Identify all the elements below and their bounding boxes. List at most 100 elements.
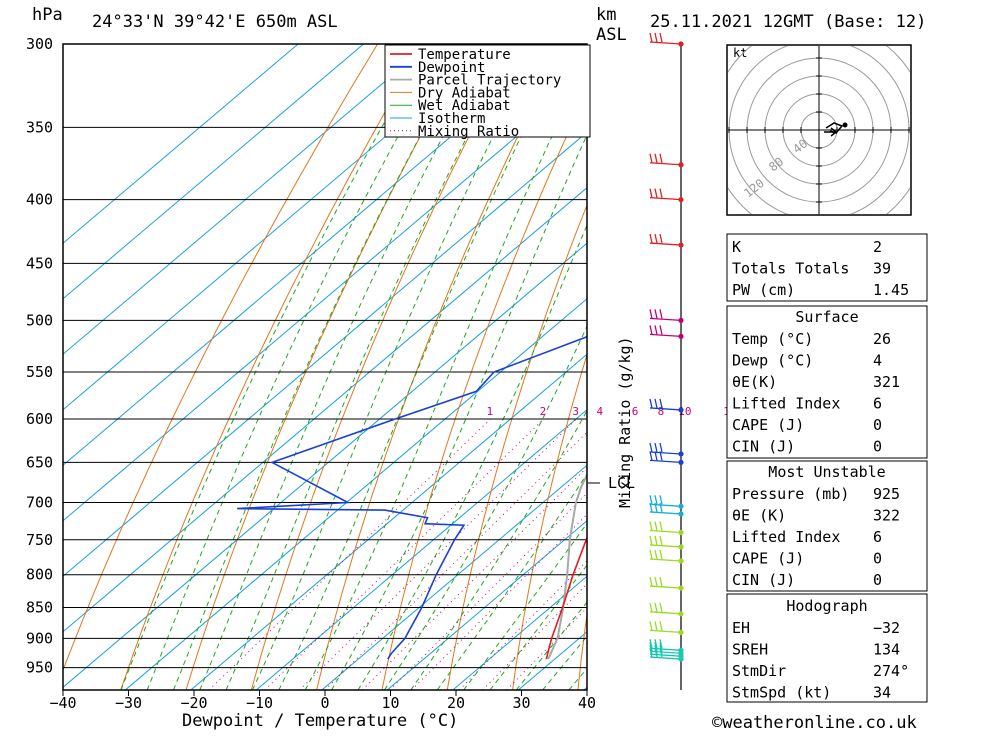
pressure-tick-label: 700 bbox=[26, 493, 53, 511]
mixing-ratio-label: 6 bbox=[632, 405, 639, 418]
mixing-ratio-line bbox=[299, 418, 577, 690]
x-tick-label: 40 bbox=[578, 694, 596, 712]
wind-barb-staff bbox=[649, 459, 682, 464]
wind-barb-feather bbox=[659, 502, 663, 513]
wet-adiabat-line bbox=[357, 223, 587, 690]
dry-adiabat-line bbox=[381, 90, 587, 690]
stats-row-value: 6 bbox=[873, 395, 882, 413]
isotherm-line bbox=[63, 44, 561, 466]
dry-adiabat-line bbox=[120, 44, 425, 690]
pressure-tick-label: 600 bbox=[26, 410, 53, 428]
stats-row-label: StmSpd (kt) bbox=[732, 684, 831, 702]
wet-adiabat-line bbox=[489, 564, 587, 690]
wind-barb-feather bbox=[659, 398, 663, 409]
dry-adiabat-line bbox=[512, 352, 587, 690]
pressure-tick-label: 550 bbox=[26, 363, 53, 381]
wet-adiabat-line bbox=[331, 133, 587, 690]
wet-adiabat-line bbox=[146, 44, 451, 690]
stats-row-value: 925 bbox=[873, 485, 900, 503]
wind-barb-feather bbox=[649, 502, 653, 513]
wind-barb-staff bbox=[649, 242, 682, 246]
wind-barb-feather bbox=[659, 495, 663, 505]
wind-barb-feather bbox=[659, 309, 663, 319]
wind-barb-staff bbox=[649, 317, 682, 322]
pressure-tick-label: 950 bbox=[26, 659, 53, 677]
wind-barb-staff bbox=[649, 197, 682, 201]
stats-row-value: 34 bbox=[873, 684, 891, 702]
hodograph-point bbox=[842, 122, 848, 128]
dry-adiabat-line bbox=[446, 203, 587, 690]
pressure-tick-label: 650 bbox=[26, 453, 53, 471]
wind-barb-feather bbox=[654, 549, 658, 560]
wind-barb-feather bbox=[654, 502, 658, 513]
wind-level-dot bbox=[678, 544, 684, 550]
stats-row-value: 321 bbox=[873, 373, 900, 391]
stats-row-label: θE (K) bbox=[732, 507, 786, 525]
stats-row-label: θE(K) bbox=[732, 373, 777, 391]
stats-row-label: Pressure (mb) bbox=[732, 485, 849, 503]
legend-box bbox=[384, 44, 591, 138]
dry-adiabat-line bbox=[250, 44, 518, 690]
wind-barb-feather bbox=[654, 602, 658, 612]
pressure-tick-label: 300 bbox=[26, 35, 53, 53]
wet-adiabat-line bbox=[278, 44, 568, 690]
stats-row-label: Temp (°C) bbox=[732, 330, 813, 348]
dewpoint-line bbox=[237, 335, 587, 660]
x-tick-label: −30 bbox=[115, 694, 142, 712]
stats-row-value: 39 bbox=[873, 260, 891, 278]
stats-row-value: −32 bbox=[873, 619, 900, 637]
x-tick-label: 10 bbox=[381, 694, 399, 712]
wind-barb-feather bbox=[659, 535, 663, 546]
dry-adiabat-line bbox=[63, 44, 379, 672]
wet-adiabat-line bbox=[410, 409, 587, 690]
legend-entry: Dry Adiabat bbox=[418, 85, 511, 101]
wind-barb-feather bbox=[659, 576, 663, 587]
x-tick-label: 20 bbox=[447, 694, 465, 712]
wet-adiabat-line bbox=[225, 44, 517, 690]
wind-barb-feather bbox=[654, 647, 658, 658]
location-title: 24°33'N 39°42'E 650m ASL bbox=[92, 12, 338, 32]
wind-level-dot bbox=[678, 656, 684, 662]
x-tick-label: −10 bbox=[246, 694, 273, 712]
dry-adiabat-line bbox=[577, 611, 587, 690]
wind-barb-feather bbox=[654, 442, 658, 453]
wind-barb-feather bbox=[649, 621, 653, 631]
wind-barb-staff bbox=[649, 333, 682, 338]
wind-barb-feather bbox=[649, 325, 653, 335]
wind-barb-feather bbox=[649, 602, 653, 612]
km-unit-label: km bbox=[596, 5, 616, 25]
isotherm-line bbox=[63, 44, 495, 411]
mixing-ratio-label: 8 bbox=[658, 405, 665, 418]
stats-row-value: 6 bbox=[873, 528, 882, 546]
stats-row-label: K bbox=[732, 238, 741, 256]
isotherm-line bbox=[63, 242, 587, 688]
stats-row-value: 134 bbox=[873, 641, 900, 659]
isotherm-line bbox=[63, 131, 587, 577]
stats-row-label: Totals Totals bbox=[732, 260, 849, 278]
wind-barb-staff bbox=[649, 529, 682, 534]
wind-barb-feather bbox=[659, 621, 663, 631]
wind-barb-feather bbox=[659, 32, 663, 43]
wind-barb-feather bbox=[649, 451, 653, 461]
wind-barb-feather bbox=[649, 398, 653, 409]
profile-lines bbox=[237, 335, 587, 660]
wind-barb-feather bbox=[659, 451, 663, 461]
lcl-label: LCL bbox=[608, 474, 635, 492]
wet-adiabat-line bbox=[120, 44, 430, 690]
stats-row-label: Dewp (°C) bbox=[732, 352, 813, 370]
wet-adiabat-line bbox=[383, 324, 587, 690]
isotherm-line bbox=[63, 187, 587, 633]
stats-row-label: StmDir bbox=[732, 662, 786, 680]
stats-row-value: 0 bbox=[873, 550, 882, 568]
mixing-ratio-line bbox=[208, 418, 491, 690]
isotherm-line bbox=[255, 409, 587, 690]
wind-level-dot bbox=[678, 629, 684, 635]
stats-row-label: CAPE (J) bbox=[732, 550, 804, 568]
isotherm-line bbox=[63, 44, 364, 300]
wind-barb-feather bbox=[659, 188, 663, 198]
wet-adiabat-line bbox=[463, 522, 587, 690]
pressure-tick-label: 850 bbox=[26, 599, 53, 617]
temperature-line bbox=[545, 535, 587, 660]
